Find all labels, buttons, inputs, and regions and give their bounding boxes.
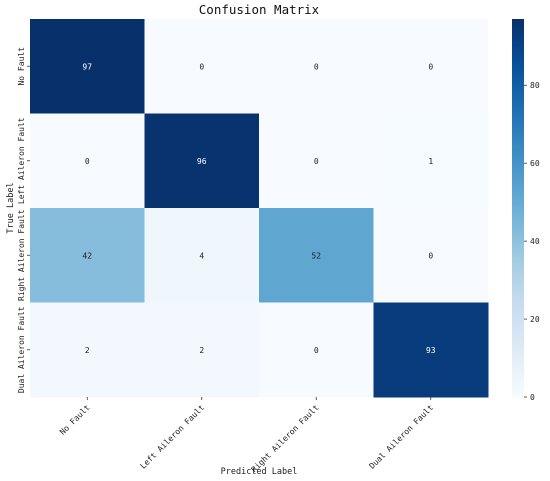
- colorbar-tick-label: 40: [530, 237, 540, 246]
- heatmap-cell: [259, 113, 374, 209]
- cell-value-label: 4: [199, 251, 204, 260]
- heatmap-cells: 97 0 0 0 0 96 0 1 42 4 52 0 2 2 0 93: [30, 19, 489, 398]
- heatmap-cell: [144, 113, 260, 209]
- heatmap-cell: [373, 208, 489, 303]
- x-tick-label: Right Aileron Fault: [250, 403, 321, 474]
- cell-value-label: 52: [311, 251, 321, 260]
- colorbar-tick-label: 60: [530, 159, 540, 168]
- heatmap-cell: [259, 302, 374, 398]
- heatmap-cell: [144, 19, 260, 114]
- cell-value-label: 2: [199, 346, 204, 355]
- cell-value-label: 0: [314, 157, 319, 166]
- heatmap-cell: [30, 208, 145, 303]
- cell-value-label: 0: [199, 62, 204, 71]
- colorbar-ticks: 0 20 40 60 80: [524, 81, 540, 402]
- cell-value-label: 93: [426, 346, 436, 355]
- colorbar-tick-label: 80: [530, 81, 540, 90]
- chart-title: Confusion Matrix: [199, 2, 320, 17]
- heatmap-cell: [373, 113, 489, 209]
- y-axis-label: True Label: [6, 182, 16, 233]
- heatmap-cell: [30, 113, 145, 209]
- heatmap-cell: [30, 19, 145, 114]
- heatmap-cell: [373, 19, 489, 114]
- y-tick-label: No Fault: [17, 47, 26, 86]
- x-tick-label: Left Aileron Fault: [138, 403, 206, 471]
- y-tick-labels: No Fault Left Aileron Fault Right Aileron …: [17, 47, 30, 393]
- cell-value-label: 97: [82, 62, 92, 71]
- colorbar-tick-label: 20: [530, 315, 540, 324]
- cell-value-label: 42: [82, 251, 92, 260]
- cell-value-label: 0: [428, 251, 433, 260]
- y-tick-label: Left Aileron Fault: [17, 117, 26, 204]
- y-tick-label: Right Aileron Fault: [17, 209, 26, 301]
- cell-value-label: 0: [85, 157, 90, 166]
- cell-value-label: 96: [197, 157, 207, 166]
- heatmap-cell: [144, 302, 260, 398]
- heatmap-cell: [259, 19, 374, 114]
- heatmap-cell: [30, 302, 145, 398]
- heatmap-cell: [259, 208, 374, 303]
- y-tick-label: Dual Aileron Fault: [17, 306, 26, 393]
- cell-value-label: 1: [428, 157, 433, 166]
- x-axis-label: Predicted Label: [221, 467, 298, 477]
- colorbar: [512, 19, 524, 397]
- cell-value-label: 2: [85, 346, 90, 355]
- x-tick-label: Dual Aileron Fault: [367, 403, 435, 471]
- x-tick-label: No Fault: [58, 403, 92, 437]
- cell-value-label: 0: [314, 346, 319, 355]
- heatmap-cell: [144, 208, 260, 303]
- heatmap-cell: [373, 302, 489, 398]
- colorbar-tick-label: 0: [530, 393, 535, 402]
- cell-value-label: 0: [314, 62, 319, 71]
- cell-value-label: 0: [428, 62, 433, 71]
- x-tick-labels: No Fault Left Aileron Fault Right Aileron …: [58, 397, 435, 474]
